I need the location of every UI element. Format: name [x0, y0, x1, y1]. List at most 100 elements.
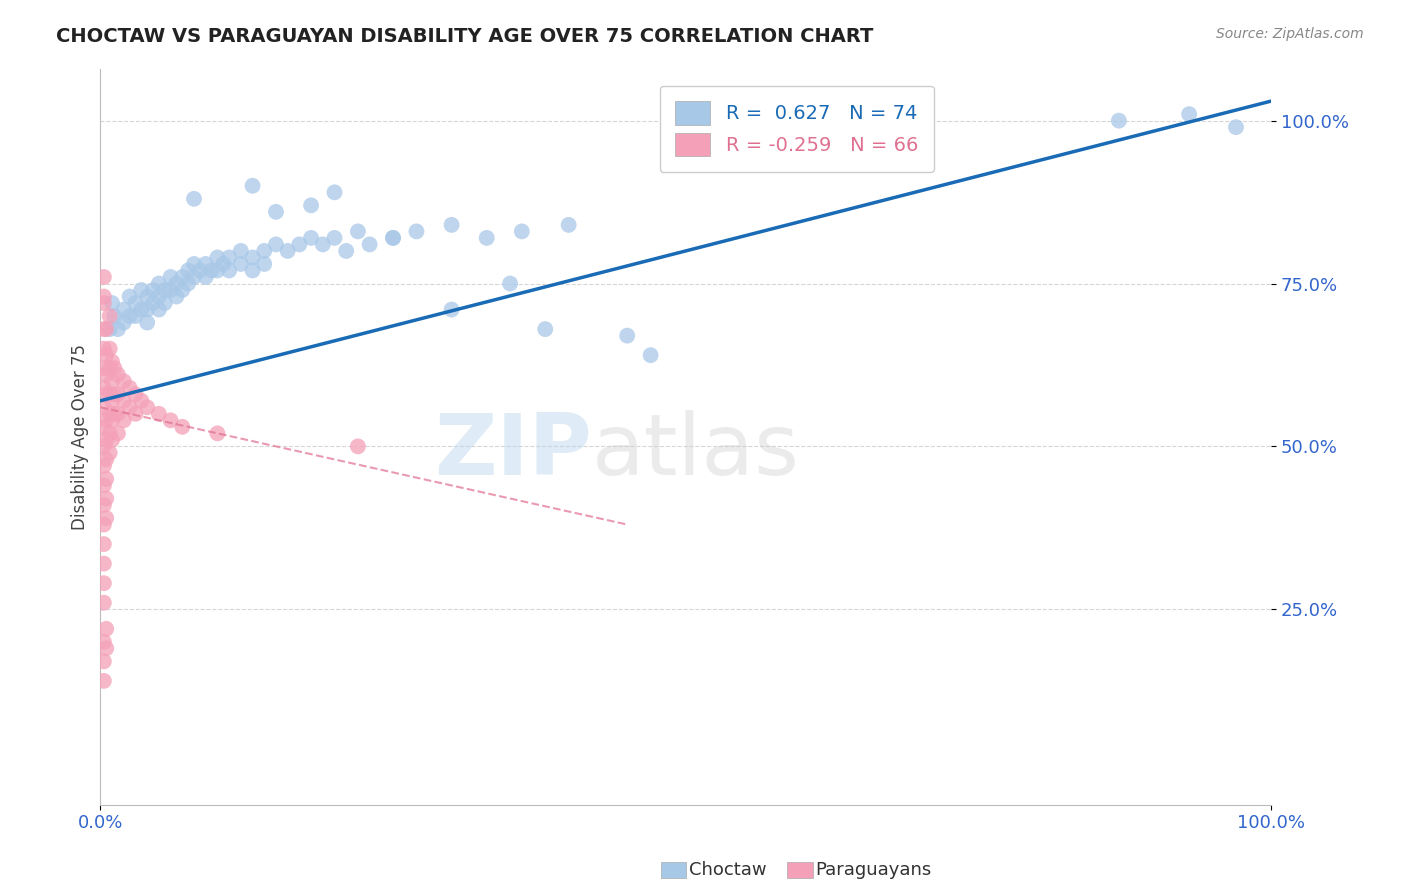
Point	[142, 283, 165, 297]
Point	[118, 289, 141, 303]
Point	[148, 277, 170, 291]
Point	[212, 257, 235, 271]
Point	[405, 224, 427, 238]
Point	[159, 283, 181, 297]
Point	[93, 381, 115, 395]
Point	[101, 393, 124, 408]
Point	[335, 244, 357, 258]
Point	[148, 289, 170, 303]
Point	[131, 283, 153, 297]
Point	[440, 302, 463, 317]
Point	[207, 251, 229, 265]
Point	[499, 277, 522, 291]
Point	[253, 257, 276, 271]
Point	[96, 413, 118, 427]
Point	[229, 257, 252, 271]
Point	[112, 316, 135, 330]
Point	[96, 622, 118, 636]
Point	[207, 426, 229, 441]
Point	[288, 237, 311, 252]
Point	[98, 407, 121, 421]
Point	[165, 277, 187, 291]
Point	[194, 270, 217, 285]
Point	[124, 407, 146, 421]
Point	[96, 433, 118, 447]
Point	[112, 393, 135, 408]
Point	[172, 270, 194, 285]
Point	[183, 270, 205, 285]
Point	[382, 231, 405, 245]
Point	[323, 231, 346, 245]
Point	[96, 641, 118, 656]
Point	[159, 413, 181, 427]
Point	[96, 472, 118, 486]
Y-axis label: Disability Age Over 75: Disability Age Over 75	[72, 343, 89, 530]
Point	[112, 413, 135, 427]
Point	[101, 296, 124, 310]
Point	[148, 302, 170, 317]
Point	[96, 322, 118, 336]
Point	[165, 289, 187, 303]
Point	[98, 426, 121, 441]
Point	[98, 387, 121, 401]
Text: ZIP: ZIP	[434, 409, 592, 492]
Point	[153, 296, 176, 310]
Point	[96, 452, 118, 467]
Point	[112, 374, 135, 388]
Point	[101, 413, 124, 427]
Point	[1178, 107, 1201, 121]
Point	[253, 244, 276, 258]
Point	[510, 224, 533, 238]
Point	[93, 576, 115, 591]
Point	[101, 374, 124, 388]
Point	[93, 458, 115, 473]
Point	[98, 361, 121, 376]
Point	[183, 257, 205, 271]
Point	[347, 439, 370, 453]
Point	[96, 511, 118, 525]
Point	[93, 420, 115, 434]
Point	[98, 446, 121, 460]
Point	[118, 309, 141, 323]
Point	[103, 407, 125, 421]
Point	[475, 231, 498, 245]
Point	[142, 296, 165, 310]
Point	[107, 368, 129, 382]
Point	[118, 381, 141, 395]
Point	[440, 218, 463, 232]
Point	[218, 263, 240, 277]
Point	[136, 401, 159, 415]
Point	[101, 433, 124, 447]
Point	[96, 387, 118, 401]
Point	[93, 498, 115, 512]
Point	[194, 257, 217, 271]
Point	[93, 478, 115, 492]
Point	[124, 309, 146, 323]
Point	[136, 289, 159, 303]
Point	[1108, 113, 1130, 128]
Point	[96, 368, 118, 382]
Point	[93, 635, 115, 649]
Point	[103, 361, 125, 376]
Point	[93, 401, 115, 415]
Point	[242, 178, 264, 193]
Point	[148, 407, 170, 421]
Point	[103, 387, 125, 401]
Point	[131, 302, 153, 317]
Text: Choctaw: Choctaw	[689, 861, 766, 879]
Point	[177, 277, 200, 291]
Point	[107, 387, 129, 401]
Text: atlas: atlas	[592, 409, 800, 492]
Point	[159, 270, 181, 285]
Point	[124, 387, 146, 401]
Point	[172, 283, 194, 297]
Point	[264, 204, 287, 219]
Point	[93, 439, 115, 453]
Text: Source: ZipAtlas.com: Source: ZipAtlas.com	[1216, 27, 1364, 41]
Point	[359, 237, 381, 252]
Point	[124, 296, 146, 310]
Legend: R =  0.627   N = 74, R = -0.259   N = 66: R = 0.627 N = 74, R = -0.259 N = 66	[659, 86, 934, 172]
Point	[323, 186, 346, 200]
Point	[112, 302, 135, 317]
Point	[557, 218, 579, 232]
